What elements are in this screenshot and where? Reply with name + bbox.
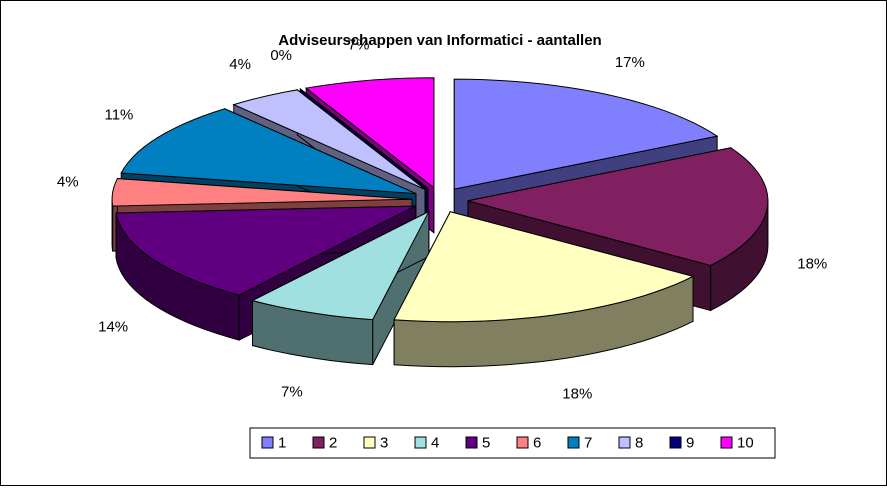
legend-swatch bbox=[465, 436, 478, 449]
slice bbox=[304, 77, 435, 189]
legend-box bbox=[249, 427, 776, 459]
slice bbox=[111, 178, 413, 207]
data-label: 4% bbox=[57, 174, 79, 191]
slice bbox=[467, 147, 769, 266]
slice bbox=[115, 205, 416, 296]
slice bbox=[251, 210, 431, 321]
legend-swatch bbox=[261, 436, 274, 449]
legend-label: 10 bbox=[737, 434, 754, 451]
slice bbox=[453, 78, 719, 190]
legend-swatch bbox=[720, 436, 733, 449]
data-label: 4% bbox=[229, 56, 251, 73]
legend-swatch bbox=[414, 436, 427, 449]
data-label: 18% bbox=[562, 386, 592, 403]
data-label: 18% bbox=[797, 255, 827, 272]
slice bbox=[232, 89, 426, 190]
legend-label: 2 bbox=[329, 434, 337, 451]
slice bbox=[120, 108, 417, 195]
legend-label: 9 bbox=[686, 434, 694, 451]
data-label: 14% bbox=[98, 318, 128, 335]
legend-swatch bbox=[363, 436, 376, 449]
chart-title: Adviseurschappen van Informatici - aanta… bbox=[278, 32, 601, 49]
slice-wall bbox=[111, 199, 114, 252]
legend-label: 7 bbox=[584, 434, 592, 451]
legend-swatch bbox=[567, 436, 580, 449]
legend-label: 6 bbox=[533, 434, 541, 451]
data-label: 7% bbox=[281, 384, 303, 401]
slice-group bbox=[393, 211, 695, 368]
data-label: 17% bbox=[615, 54, 645, 71]
legend-label: 4 bbox=[431, 434, 439, 451]
legend-label: 1 bbox=[278, 434, 286, 451]
slice-group bbox=[251, 210, 431, 366]
legend-swatch bbox=[516, 436, 529, 449]
legend-label: 5 bbox=[482, 434, 490, 451]
legend-swatch bbox=[618, 436, 631, 449]
slice bbox=[393, 211, 695, 323]
legend-label: 3 bbox=[380, 434, 388, 451]
legend-swatch bbox=[312, 436, 325, 449]
data-label: 11% bbox=[104, 107, 133, 124]
data-label: 0% bbox=[270, 47, 292, 64]
legend-swatch bbox=[669, 436, 682, 449]
data-label: 7% bbox=[348, 36, 370, 53]
legend-label: 8 bbox=[635, 434, 643, 451]
